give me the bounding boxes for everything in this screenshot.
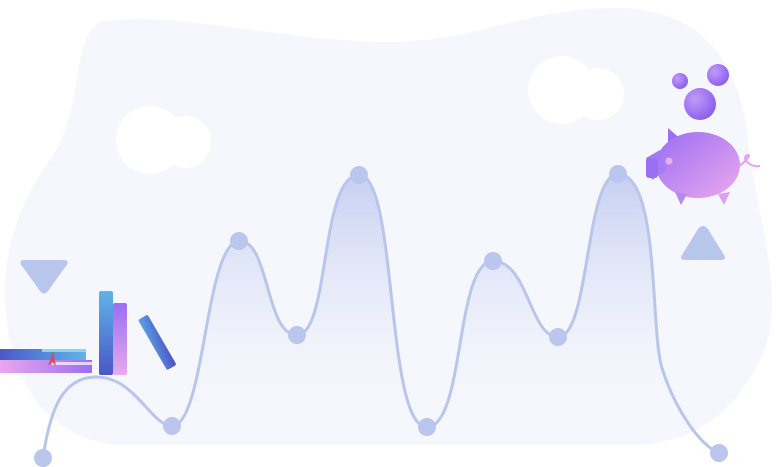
line-dot [710, 444, 728, 462]
line-dot [609, 165, 627, 183]
triangle-down-icon [20, 260, 68, 294]
triangle-up-icon [681, 226, 725, 260]
line-dot [230, 232, 248, 250]
line-dot [484, 252, 502, 270]
piggy-bank-icon [646, 128, 761, 205]
line-dot [549, 328, 567, 346]
line-dot [163, 417, 181, 435]
coin-bubble-icon [672, 64, 729, 120]
line-dots [34, 165, 728, 467]
line-dot [418, 418, 436, 436]
line-dot [34, 449, 52, 467]
line-dot [350, 166, 368, 184]
book-stack-icon [0, 291, 176, 375]
cloud-icon [528, 56, 624, 124]
area-fill [43, 174, 719, 460]
line-dot [288, 326, 306, 344]
cloud-icon [116, 106, 211, 174]
